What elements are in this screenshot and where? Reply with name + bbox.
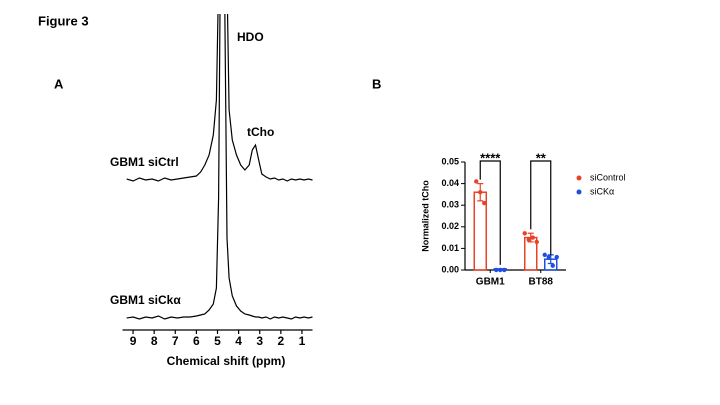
data-point (482, 200, 487, 206)
data-point (542, 252, 547, 258)
y-tick-label: 0.05 (441, 156, 459, 166)
series-label: GBM1 siCkα (110, 293, 181, 307)
significance-label: **** (480, 150, 501, 165)
bar-panel: 0.00 0.01 0.02 0.03 0.04 0.05 Normalized tCho G… (420, 150, 625, 287)
data-point (534, 239, 539, 245)
data-point (498, 267, 503, 273)
significance-label: ** (536, 150, 547, 165)
data-point (478, 190, 483, 195)
data-point (546, 254, 551, 260)
panel-label: B (372, 76, 381, 91)
annotation: tCho (247, 125, 274, 139)
y-tick-label: 0.02 (441, 221, 459, 231)
x-tick-label: 8 (151, 334, 158, 348)
series-label: GBM1 siCtrl (110, 155, 179, 169)
x-tick-label: 9 (130, 334, 137, 348)
spectrum-line (126, 14, 313, 182)
annotation: HDO (237, 30, 264, 44)
x-tick-label: 5 (214, 334, 221, 348)
x-tick-label: 1 (299, 334, 306, 348)
spectrum-line (126, 14, 313, 320)
panel-label: A (54, 76, 64, 91)
y-axis-label: Normalized tCho (420, 180, 430, 252)
figure-title: Figure 3 (38, 13, 89, 28)
legend-marker (576, 175, 582, 181)
legend-marker (576, 189, 582, 195)
data-point (550, 263, 555, 268)
x-tick-label: 4 (235, 334, 242, 348)
x-tick-label: 6 (193, 334, 200, 348)
legend-label: siCKα (590, 186, 614, 196)
x-tick-label: 7 (172, 334, 179, 348)
data-point (554, 254, 559, 260)
data-point (474, 179, 479, 184)
data-point (494, 267, 499, 273)
x-tick-label: BT88 (529, 277, 554, 288)
y-tick-label: 0.01 (441, 243, 459, 253)
data-point (502, 267, 507, 273)
y-tick-label: 0.00 (441, 264, 459, 274)
data-point (526, 237, 531, 242)
significance-bracket (530, 160, 552, 256)
spectrum-panel: 9 8 7 6 5 4 3 2 1 Chemical shift (ppm) GBM1 siCtrl… (110, 14, 313, 368)
y-tick-label: 0.03 (441, 200, 459, 210)
legend-label: siControl (590, 172, 626, 182)
data-point (530, 235, 535, 240)
data-point (522, 231, 527, 236)
x-tick-label: 3 (256, 334, 263, 348)
y-tick-label: 0.04 (441, 178, 459, 188)
significance-bracket (479, 160, 501, 265)
x-axis-label: Chemical shift (ppm) (167, 354, 286, 368)
x-tick-label: GBM1 (476, 277, 505, 288)
x-tick-label: 2 (277, 334, 284, 348)
